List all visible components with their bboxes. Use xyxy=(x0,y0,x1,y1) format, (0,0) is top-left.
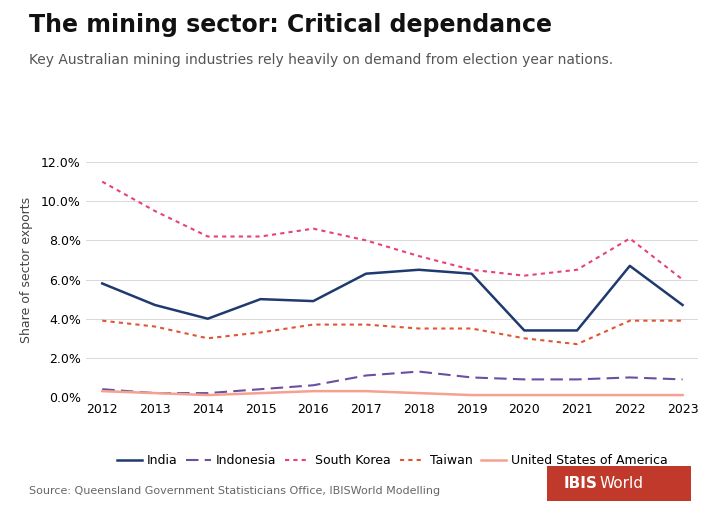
Y-axis label: Share of sector exports: Share of sector exports xyxy=(19,196,32,343)
Legend: India, Indonesia, South Korea, Taiwan, United States of America: India, Indonesia, South Korea, Taiwan, U… xyxy=(112,449,673,472)
Text: Key Australian mining industries rely heavily on demand from election year natio: Key Australian mining industries rely he… xyxy=(29,53,613,68)
Text: The mining sector: Critical dependance: The mining sector: Critical dependance xyxy=(29,13,552,37)
Text: Source: Queensland Government Statisticians Office, IBISWorld Modelling: Source: Queensland Government Statistici… xyxy=(29,486,440,496)
Text: World: World xyxy=(599,476,643,491)
Text: IBIS: IBIS xyxy=(564,476,598,491)
